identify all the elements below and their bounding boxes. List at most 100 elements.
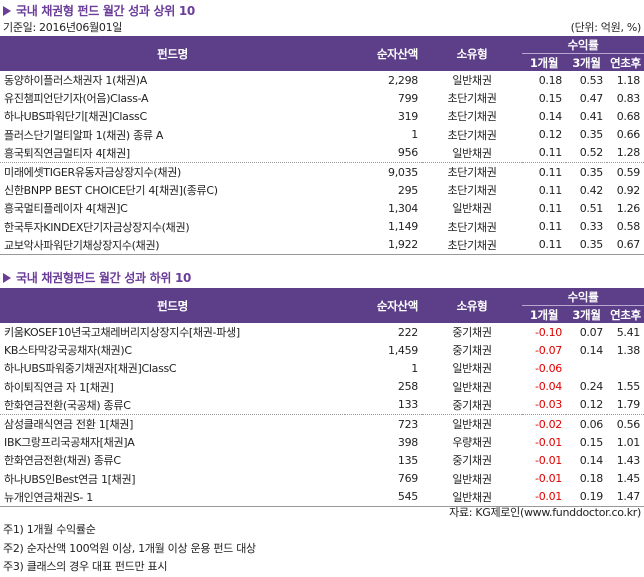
fund-name-cell: 뉴개인연금채권S- 1 [0, 487, 345, 507]
header-ytd: 연초후 [607, 53, 644, 71]
return-1m-cell: 0.11 [522, 143, 566, 163]
type-cell: 일반채권 [452, 472, 492, 486]
fund-name-cell: 하나UBS파워중기채권자[채권]ClassC [4, 362, 177, 376]
type-cell: 일반채권 [422, 143, 522, 163]
fund-name-cell: 흥국멀티플레이자 4[채권]C [4, 202, 128, 216]
assets-cell: 319 [397, 109, 418, 123]
return-3m-cell: 0.15 [579, 435, 604, 449]
table-row: 한화연금전환(채권) 종류C 135 중기채권 -0.01 0.14 1.43 [0, 451, 644, 469]
return-3m-cell: 0.12 [566, 395, 607, 415]
return-1m-cell: -0.02 [535, 417, 562, 431]
header-assets: 순자산액 [345, 36, 422, 71]
header-assets: 순자산액 [345, 288, 422, 323]
assets-cell: 1,149 [388, 220, 418, 234]
return-ytd-cell: 1.45 [616, 472, 641, 486]
return-1m-cell: -0.01 [535, 453, 562, 467]
return-3m-cell: 0.42 [579, 183, 604, 197]
return-ytd-cell: 0.92 [616, 183, 641, 197]
header-ytd: 연초후 [607, 305, 644, 323]
assets-cell: 295 [397, 183, 418, 197]
return-1m-cell: 0.14 [538, 109, 563, 123]
top-title-text: 국내 채권형 펀드 월간 성과 상위 10 [16, 4, 195, 18]
return-1m-cell: 0.12 [538, 128, 563, 142]
return-1m-cell: 0.11 [538, 201, 563, 215]
fund-name-cell: 미래에셋TIGER유동자금상장지수(채권) [4, 166, 182, 180]
type-cell: 초단기채권 [447, 220, 497, 234]
top-section-title: 국내 채권형 펀드 월간 성과 상위 10 [3, 3, 195, 19]
return-3m-cell: 0.35 [566, 235, 607, 255]
top-meta: 기준일: 2016년06월01일 (단위: 억원, %) [3, 21, 641, 35]
fund-name-cell: 플러스단기멀티알파 1(채권) 종류 A [4, 128, 164, 142]
return-ytd-cell: 0.56 [616, 417, 641, 431]
return-3m-cell: 0.19 [566, 487, 607, 507]
header-fund-name: 펀드명 [0, 288, 345, 323]
assets-cell: 1,922 [345, 235, 422, 255]
return-ytd-cell: 1.38 [616, 343, 641, 357]
return-1m-cell: -0.01 [535, 472, 562, 486]
header-returns: 수익률 [522, 288, 644, 306]
assets-cell: 398 [397, 435, 418, 449]
table-row: 한국투자KINDEX단기자금상장지수(채권) 1,149 초단기채권 0.11 0.33… [0, 218, 644, 236]
fund-name-cell: KB스타막강국공채자(채권)C [4, 344, 132, 358]
table-row: 플러스단기멀티알파 1(채권) 종류 A 1 초단기채권 0.12 0.35 0.66 [0, 126, 644, 144]
return-1m-cell: -0.06 [535, 361, 562, 375]
return-ytd-cell: 0.67 [607, 235, 644, 255]
return-3m-cell: 0.35 [579, 165, 604, 179]
fund-name-cell: 키움KOSEF10년국고채레버리지상장지수[채권-파생] [4, 326, 240, 340]
return-1m-cell: 0.18 [538, 73, 563, 87]
return-1m-cell: -0.01 [535, 435, 562, 449]
return-ytd-cell: 0.66 [616, 128, 641, 142]
fund-name-cell: 신한BNPP BEST CHOICE단기 4[채권](종류C) [4, 184, 218, 198]
return-3m-cell: 0.24 [579, 380, 604, 394]
table-row: 키움KOSEF10년국고채레버리지상장지수[채권-파생] 222 중기채권 -0.10… [0, 323, 644, 341]
assets-cell: 769 [397, 472, 418, 486]
return-ytd-cell: 1.47 [607, 487, 644, 507]
table-row: 한화연금전환(국공채) 종류C 133 중기채권 -0.03 0.12 1.79 [0, 395, 644, 415]
fund-name-cell: 흥국퇴직연금멀티자 4[채권] [0, 143, 345, 163]
return-ytd-cell: 1.28 [607, 143, 644, 163]
fund-name-cell: 하나UBS인Best연금 1[채권] [4, 472, 136, 486]
bottom-section-title: 국내 채권형펀드 월간 성과 하위 10 [3, 270, 191, 286]
bottom-table-body: 키움KOSEF10년국고채레버리지상장지수[채권-파생] 222 중기채권 -0.10… [0, 323, 644, 507]
return-ytd-cell: 0.58 [616, 220, 641, 234]
table-row: 하나UBS파워중기채권자[채권]ClassC 1 일반채권 -0.06 [0, 359, 644, 377]
assets-cell: 222 [397, 325, 418, 339]
note-1: 주1) 1개월 수익률순 [3, 523, 96, 536]
return-3m-cell: 0.47 [579, 91, 604, 105]
type-cell: 일반채권 [452, 380, 492, 394]
type-cell: 일반채권 [422, 487, 522, 507]
header-type: 소유형 [422, 288, 522, 323]
fund-name-cell: IBK그랑프리국공채자[채권]A [4, 436, 135, 450]
table-row: 신한BNPP BEST CHOICE단기 4[채권](종류C) 295 초단기채권 0… [0, 181, 644, 199]
return-1m-cell: -0.10 [535, 325, 562, 339]
type-cell: 일반채권 [452, 74, 492, 88]
type-cell: 일반채권 [452, 362, 492, 376]
assets-cell: 956 [345, 143, 422, 163]
return-1m-cell: 0.15 [538, 91, 563, 105]
type-cell: 일반채권 [452, 418, 492, 432]
header-fund-name: 펀드명 [0, 36, 345, 71]
source-note: 자료: KG제로인(www.funddoctor.co.kr) [449, 506, 641, 519]
return-1m-cell: 0.11 [522, 235, 566, 255]
type-cell: 초단기채권 [447, 128, 497, 142]
table-row: 하나UBS인Best연금 1[채권] 769 일반채권 -0.01 0.18 1.45 [0, 470, 644, 488]
unit-label: (단위: 억원, %) [570, 21, 642, 34]
assets-cell: 799 [397, 91, 418, 105]
type-cell: 중기채권 [452, 454, 492, 468]
return-3m-cell [566, 359, 607, 377]
note-2: 주2) 순자산액 100억원 이상, 1개월 이상 운용 펀드 대상 [3, 542, 256, 555]
return-1m-cell: -0.03 [522, 395, 566, 415]
fund-name-cell: 한화연금전환(채권) 종류C [4, 454, 121, 468]
return-3m-cell: 0.33 [579, 220, 604, 234]
type-cell: 초단기채권 [447, 184, 497, 198]
top-table: 펀드명 순자산액 소유형 수익률 1개월 3개월 연초후 동양하이플러스채권자 … [0, 36, 644, 255]
triangle-bullet-icon [3, 6, 11, 16]
header-3m: 3개월 [566, 305, 607, 323]
assets-cell: 1,459 [388, 343, 418, 357]
assets-cell: 545 [345, 487, 422, 507]
header-3m: 3개월 [566, 53, 607, 71]
assets-cell: 258 [397, 380, 418, 394]
return-1m-cell: 0.11 [538, 220, 563, 234]
return-1m-cell: -0.01 [522, 487, 566, 507]
return-1m-cell: -0.04 [535, 380, 562, 394]
